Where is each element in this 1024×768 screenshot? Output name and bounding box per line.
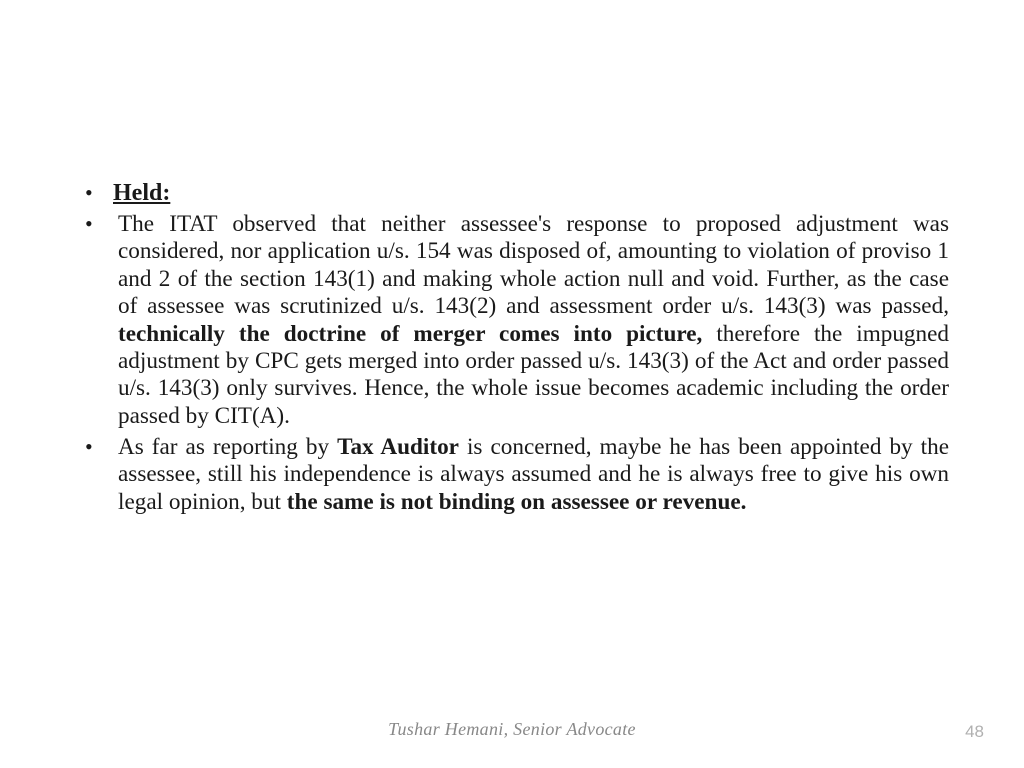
bullet-para1: The ITAT observed that neither assessee'…	[75, 211, 949, 430]
bullet-held: Held:	[75, 180, 949, 207]
bullet-para2: As far as reporting by Tax Auditor is co…	[75, 434, 949, 516]
held-heading: Held:	[113, 180, 170, 206]
para1-t1: The ITAT observed that neither assessee'…	[118, 211, 949, 319]
bullet-list: Held: The ITAT observed that neither ass…	[75, 180, 949, 516]
slide-container: Held: The ITAT observed that neither ass…	[0, 0, 1024, 768]
page-number: 48	[965, 722, 984, 742]
para1-text: The ITAT observed that neither assessee'…	[113, 211, 949, 430]
para2-bold2: the same is not binding on assessee or r…	[287, 489, 747, 515]
footer: Tushar Hemani, Senior Advocate	[0, 719, 1024, 740]
footer-author: Tushar Hemani, Senior Advocate	[388, 719, 636, 739]
para2-bold1: Tax Auditor	[337, 434, 459, 460]
para2-t1: As far as reporting by	[118, 434, 337, 460]
para1-bold1: technically the doctrine of merger comes…	[118, 321, 702, 347]
para2-text: As far as reporting by Tax Auditor is co…	[113, 434, 949, 516]
